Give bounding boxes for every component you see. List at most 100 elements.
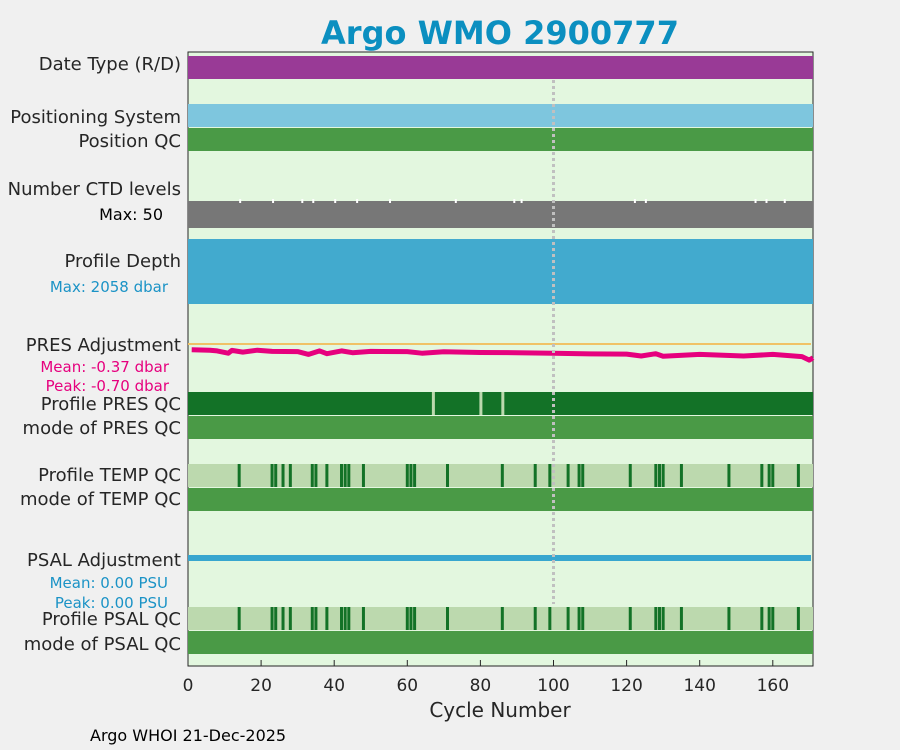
x-tick-label: 80: [470, 676, 492, 696]
ctd-gap-mark: [765, 199, 768, 203]
temp-qc-flag: [314, 464, 318, 487]
ctd-gap-mark: [633, 199, 636, 203]
temp-qc-flag: [343, 464, 347, 487]
position-qc-band: [188, 128, 813, 151]
temp-qc-flag: [657, 464, 661, 487]
plot-area: [187, 51, 814, 667]
psal-qc-flag: [796, 607, 800, 630]
footer-credit: Argo WHOI 21-Dec-2025: [90, 726, 286, 745]
temp-qc-flag: [281, 464, 285, 487]
psal-qc-flag: [413, 607, 417, 630]
ctd-gap-mark: [272, 199, 275, 203]
psal-qc-flag: [654, 607, 658, 630]
x-axis: 0 20 40 60 80 100 120 140 160: [183, 660, 789, 696]
temp-qc-flag: [347, 464, 351, 487]
psal-qc-flags: [237, 607, 800, 630]
temp-qc-flag: [760, 464, 764, 487]
psal-qc-flag: [628, 607, 632, 630]
temp-qc-flag: [771, 464, 775, 487]
temp-qc-flag: [661, 464, 665, 487]
temp-qc-flag: [533, 464, 537, 487]
psal-qc-flag: [533, 607, 537, 630]
ctd-gap-mark: [389, 199, 392, 203]
psal-peak: Peak: 0.00 PSU: [55, 594, 168, 612]
label-mode-psal-qc: mode of PSAL QC: [24, 634, 181, 655]
temp-qc-flag: [340, 464, 344, 487]
temp-qc-flags: [237, 464, 800, 487]
psal-qc-flag: [679, 607, 683, 630]
temp-qc-flag: [310, 464, 314, 487]
psal-qc-flag: [446, 607, 450, 630]
x-tick-label: 0: [183, 676, 194, 696]
temp-qc-flag: [767, 464, 771, 487]
pres-qc-gap-mark: [501, 392, 505, 415]
ctd-gap-mark: [301, 199, 304, 203]
pres-qc-gaps: [431, 392, 505, 415]
mode-temp-qc-band: [188, 488, 813, 511]
pres-mean: Mean: -0.37 dbar: [40, 358, 170, 376]
temp-qc-flag: [679, 464, 683, 487]
temp-qc-flag: [577, 464, 581, 487]
profile-depth-band: [188, 239, 813, 304]
ctd-gap-mark: [239, 199, 242, 203]
positioning-system-band: [188, 104, 813, 127]
psal-qc-flag: [548, 607, 552, 630]
psal-qc-flag: [237, 607, 241, 630]
label-ctd-levels: Number CTD levels: [8, 179, 181, 200]
label-psal-adjustment: PSAL Adjustment: [27, 550, 181, 571]
psal-qc-flag: [661, 607, 665, 630]
psal-qc-flag: [500, 607, 504, 630]
x-tick-label: 140: [683, 676, 715, 696]
temp-qc-flag: [654, 464, 658, 487]
temp-qc-flag: [288, 464, 292, 487]
label-profile-depth: Profile Depth: [64, 251, 181, 272]
psal-qc-flag: [760, 607, 764, 630]
ctd-gap-mark: [783, 199, 786, 203]
label-pres-adjustment: PRES Adjustment: [26, 335, 181, 356]
temp-qc-flag: [581, 464, 585, 487]
ctd-gap-mark: [356, 199, 359, 203]
ctd-level-gaps: [239, 199, 786, 203]
label-date-type: Date Type (R/D): [39, 54, 181, 75]
psal-qc-flag: [577, 607, 581, 630]
psal-qc-flag: [288, 607, 292, 630]
chart-title: Argo WMO 2900777: [321, 14, 679, 52]
temp-qc-flag: [274, 464, 278, 487]
ctd-levels-band: [188, 201, 813, 228]
temp-qc-flag: [325, 464, 329, 487]
ctd-max: Max: 50: [99, 205, 163, 224]
psal-qc-flag: [409, 607, 413, 630]
temp-qc-flag: [409, 464, 413, 487]
pres-adjustment-series: [191, 347, 815, 363]
psal-qc-flag: [727, 607, 731, 630]
x-tick-label: 160: [757, 676, 789, 696]
mode-pres-qc-band: [188, 416, 813, 439]
label-mode-temp-qc: mode of TEMP QC: [20, 489, 181, 510]
psal-mean: Mean: 0.00 PSU: [50, 574, 168, 592]
pres-peak: Peak: -0.70 dbar: [46, 377, 170, 395]
temp-qc-flag: [361, 464, 365, 487]
x-tick-label: 40: [323, 676, 345, 696]
label-position-qc: Position QC: [78, 131, 181, 152]
ctd-gap-mark: [454, 199, 457, 203]
ctd-gap-mark: [312, 199, 315, 203]
psal-qc-flag: [310, 607, 314, 630]
depth-max: Max: 2058 dbar: [50, 278, 169, 296]
pres-qc-gap-mark: [479, 392, 483, 415]
ctd-gap-mark: [520, 199, 523, 203]
profile-pres-qc-band: [188, 392, 813, 415]
psal-qc-flag: [274, 607, 278, 630]
temp-qc-flag: [566, 464, 570, 487]
label-positioning-system: Positioning System: [10, 107, 181, 128]
ctd-gap-mark: [334, 199, 337, 203]
ctd-gap-mark: [644, 199, 647, 203]
psal-adjustment-series: [188, 555, 811, 561]
mode-psal-qc-band: [188, 631, 813, 654]
temp-qc-flag: [405, 464, 409, 487]
psal-qc-flag: [767, 607, 771, 630]
psal-qc-flag: [281, 607, 285, 630]
psal-qc-flag: [566, 607, 570, 630]
temp-qc-flag: [796, 464, 800, 487]
psal-qc-flag: [581, 607, 585, 630]
x-tick-label: 20: [250, 676, 272, 696]
